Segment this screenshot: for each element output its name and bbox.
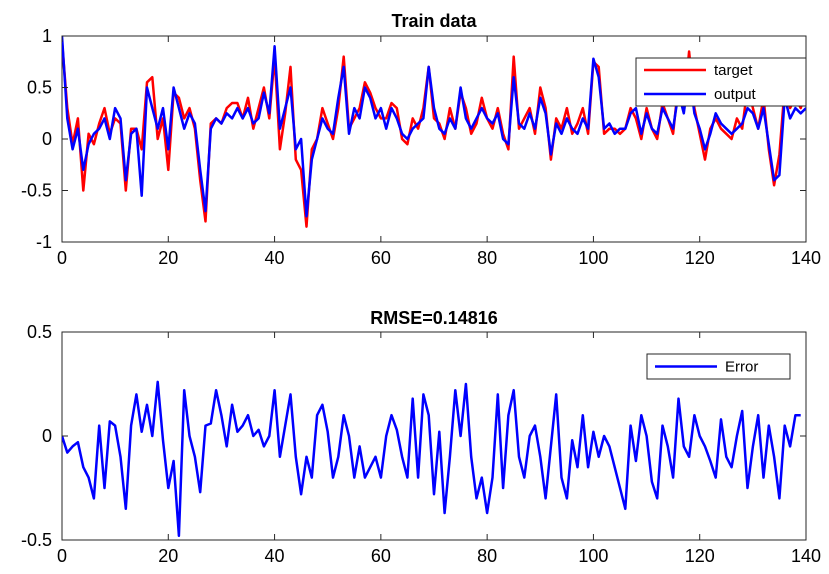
x-tick-label: 100 [578,546,608,566]
x-tick-label: 20 [158,546,178,566]
y-tick-label: 0.5 [27,78,52,98]
chart-title: Train data [391,11,477,31]
x-tick-label: 0 [57,546,67,566]
legend-label-output: output [714,86,757,103]
series-group [62,380,801,538]
x-tick-label: 20 [158,248,178,268]
x-tick-label: 80 [477,546,497,566]
x-tick-label: 140 [791,248,821,268]
y-tick-label: 0.5 [27,322,52,342]
x-tick-label: 80 [477,248,497,268]
legend-label-target: target [714,62,753,79]
x-tick-label: 120 [685,248,715,268]
y-tick-label: 0 [42,129,52,149]
y-tick-label: -0.5 [21,181,52,201]
legend-box [635,57,807,107]
x-tick-label: 60 [371,546,391,566]
rmse-error-plot: 0 20 40 60 80 100 120 1400.50-0.5RMSE=0.14816Er… [21,308,821,566]
legend: Error [646,353,791,380]
legend: target output [635,57,807,107]
chart-title: RMSE=0.14816 [370,308,498,328]
train-data-plot: 0 20 40 60 80 100 120 140 1 0.5 0 -0.5 -1 Train data t… [21,11,821,268]
x-tick-label: 140 [791,546,821,566]
y-tick-label: -0.5 [21,530,52,550]
x-tick-label: 40 [265,248,285,268]
x-tick-label: 120 [685,546,715,566]
x-tick-label: 40 [265,546,285,566]
y-tick-label: -1 [36,232,52,252]
y-tick-label: 0 [42,426,52,446]
y-tick-label: 1 [42,26,52,46]
x-tick-label: 60 [371,248,391,268]
legend-label-Error: Error [725,359,758,376]
series-line-Error [62,380,801,538]
x-tick-label: 0 [57,248,67,268]
x-tick-label: 100 [578,248,608,268]
